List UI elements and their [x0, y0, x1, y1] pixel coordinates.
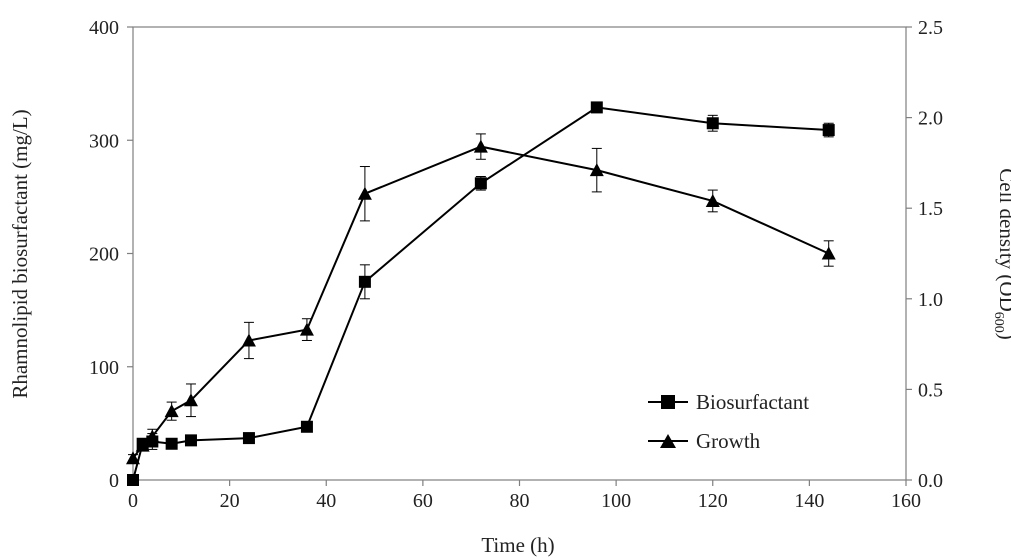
y-left-tick-label: 400 [89, 17, 119, 39]
data-point-biosurfactant [822, 124, 835, 137]
y-left-tick-label: 100 [89, 357, 119, 379]
data-point-biosurfactant [127, 474, 139, 486]
y-right-tick-label: 2.0 [918, 108, 943, 130]
x-tick-label: 20 [220, 490, 240, 512]
y-right-tick-label: 0.0 [918, 470, 943, 492]
x-tick-label: 120 [698, 490, 728, 512]
data-point-growth [705, 193, 720, 207]
y-right-tick-label: 2.5 [918, 17, 943, 39]
y-right-tick-label: 1.0 [918, 289, 943, 311]
legend-label-growth: Growth [696, 429, 761, 453]
x-tick-label: 40 [316, 490, 336, 512]
legend-label-biosurfactant: Biosurfactant [696, 390, 809, 414]
y-right-axis-title-subscript: 600 [991, 312, 1006, 333]
series-layer [126, 101, 836, 486]
data-point-biosurfactant [358, 275, 371, 288]
data-point-growth [589, 163, 604, 177]
data-point-biosurfactant [165, 437, 178, 450]
data-point-growth [135, 438, 150, 452]
data-point-growth [241, 333, 256, 347]
data-point-biosurfactant [474, 177, 487, 190]
data-point-growth [183, 393, 198, 407]
legend: Biosurfactant Growth [648, 390, 809, 453]
y-right-tick-label: 1.5 [918, 198, 943, 220]
data-point-growth [126, 451, 140, 465]
data-point-growth [299, 322, 314, 336]
y-left-axis-title: Rhamnolipid biosurfactant (mg/L) [8, 109, 32, 398]
axes-layer: 0 20 40 60 80 100 120 140 160 0 100 200 300 400 0.0 0.5… [89, 17, 943, 512]
data-point-growth [473, 139, 488, 153]
data-point-growth [821, 246, 836, 260]
legend-marker-growth [660, 434, 676, 448]
series-line-biosurfactant [132, 106, 829, 481]
y-left-tick-label: 200 [89, 244, 119, 266]
x-tick-label: 140 [794, 490, 824, 512]
x-axis-title: Time (h) [481, 533, 554, 557]
x-tick-label: 0 [128, 490, 138, 512]
data-point-biosurfactant [300, 420, 313, 433]
y-left-tick-label: 300 [89, 130, 119, 152]
y-right-axis-title-main: Cell density (OD [995, 168, 1011, 311]
data-point-growth [357, 186, 372, 200]
x-tick-label: 60 [413, 490, 433, 512]
x-tick-label: 160 [891, 490, 921, 512]
y-right-tick-label: 0.5 [918, 379, 943, 401]
x-tick-label: 80 [510, 490, 530, 512]
data-point-biosurfactant [242, 432, 255, 445]
data-point-biosurfactant [590, 101, 603, 114]
legend-marker-biosurfactant [661, 395, 675, 409]
data-point-growth [145, 429, 160, 443]
data-point-biosurfactant [706, 117, 719, 130]
y-right-axis-title: Cell density (OD600) [991, 168, 1011, 339]
data-point-biosurfactant [184, 434, 197, 447]
y-left-tick-label: 0 [109, 470, 119, 492]
data-point-growth [164, 404, 179, 418]
x-tick-label: 100 [601, 490, 631, 512]
series-growth [126, 133, 836, 465]
y-right-axis-title-end: ) [995, 333, 1011, 340]
